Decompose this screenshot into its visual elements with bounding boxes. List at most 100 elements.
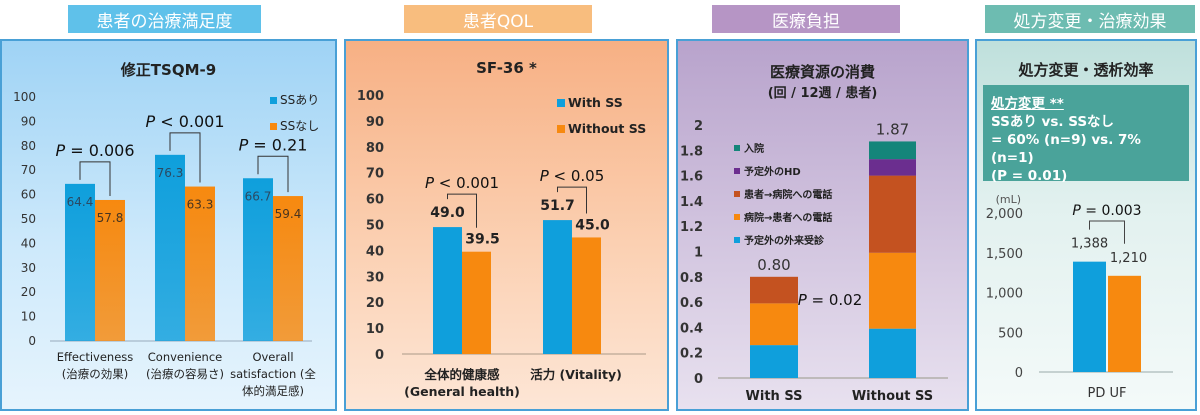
y-tick-label: 1 bbox=[694, 246, 703, 261]
header-satisfaction: 患者の治療満足度 bbox=[68, 5, 261, 33]
y-tick-label: 100 bbox=[357, 89, 384, 104]
p-value-annotation: P = 0.21 bbox=[239, 135, 308, 154]
legend-label: 予定外のHD bbox=[744, 165, 801, 178]
legend-label: 予定外の外来受診 bbox=[744, 234, 825, 247]
legend-swatch bbox=[734, 214, 740, 220]
p-value-annotation: P = 0.02 bbox=[798, 291, 863, 309]
legend-swatch bbox=[734, 191, 740, 197]
significance-bracket bbox=[447, 193, 477, 228]
p-value-annotation: P = 0.003 bbox=[1072, 203, 1141, 219]
category-label: Convenience bbox=[148, 350, 222, 364]
note-line: (P = 0.01) bbox=[991, 168, 1068, 184]
y-tick-label: 30 bbox=[366, 270, 384, 285]
significance-bracket bbox=[557, 186, 587, 214]
tsqm-chart: 0 10 20 30 40 50 60 70 80 90 100 64.457.8 P = 0.006 E… bbox=[13, 90, 319, 398]
data-label: 64.4 bbox=[67, 195, 94, 209]
y-tick-label: 0.2 bbox=[680, 347, 703, 362]
y-tick-label: 100 bbox=[13, 90, 36, 104]
panel-sf36: SF-36 * 0 10 20 30 40 50 60 70 80 90 100 49.0 39.5 P … bbox=[344, 39, 669, 411]
bar-ss-nashi bbox=[185, 186, 215, 341]
legend-swatch bbox=[270, 123, 277, 130]
header-burden: 医療負担 bbox=[712, 5, 900, 33]
data-label: 66.7 bbox=[245, 189, 272, 203]
panel-tsqm: 修正TSQM-9 0 10 20 30 40 50 60 70 80 90 100 64.4 57.8 P… bbox=[0, 39, 337, 411]
y-tick-label: 1.4 bbox=[680, 195, 703, 210]
legend-swatch bbox=[557, 99, 565, 107]
unit-label: (mL) bbox=[996, 193, 1021, 206]
legend-swatch bbox=[270, 97, 277, 104]
stack-segment bbox=[869, 141, 916, 160]
note-line: = 60% (n=9) vs. 7% (n=1) bbox=[991, 132, 1141, 166]
y-tick-label: 1.2 bbox=[680, 220, 703, 235]
prescription-note: 処方変更 ** SSあり vs. SSなし = 60% (n=9) vs. 7%… bbox=[983, 85, 1189, 184]
y-tick-label: 40 bbox=[21, 236, 36, 250]
y-tick-label: 1,000 bbox=[986, 287, 1023, 302]
legend-swatch bbox=[557, 125, 565, 133]
data-label: 51.7 bbox=[540, 198, 575, 214]
stack-segment bbox=[869, 328, 916, 378]
bar-without-ss bbox=[462, 251, 491, 354]
data-label: 76.3 bbox=[157, 166, 184, 180]
data-label: 49.0 bbox=[430, 205, 465, 221]
legend-swatch bbox=[734, 237, 740, 243]
category-label: (治療の効果) bbox=[62, 367, 128, 381]
y-tick-label: 0 bbox=[375, 348, 384, 363]
y-tick-label: 90 bbox=[21, 114, 36, 128]
y-tick-label: 1.6 bbox=[680, 170, 703, 185]
total-label: 0.80 bbox=[757, 256, 790, 274]
y-tick-label: 0.6 bbox=[680, 296, 703, 311]
p-value-annotation: P < 0.001 bbox=[425, 174, 499, 192]
category-label: satisfaction (全 bbox=[230, 367, 316, 381]
y-tick-label: 60 bbox=[21, 188, 36, 202]
y-tick-label: 50 bbox=[366, 219, 384, 234]
bar-ss-ari bbox=[1073, 261, 1106, 372]
y-tick-label: 40 bbox=[366, 244, 384, 259]
legend-label: 入院 bbox=[744, 142, 764, 155]
significance-bracket bbox=[257, 155, 289, 193]
chart-title: 処方変更・透析効率 bbox=[1018, 61, 1154, 79]
bar-ss-ari bbox=[65, 183, 95, 341]
category-label: With SS bbox=[746, 389, 803, 404]
y-tick-label: 2,000 bbox=[986, 207, 1023, 222]
category-label: 全体的健康感 bbox=[423, 367, 500, 382]
y-tick-label: 500 bbox=[998, 326, 1023, 341]
chart-title: 医療資源の消費 bbox=[769, 63, 875, 81]
bar-ss-nashi bbox=[273, 196, 303, 341]
p-value-annotation: P < 0.001 bbox=[145, 112, 224, 131]
legend-label: 患者→病院への電話 bbox=[744, 188, 832, 201]
bar-ss-ari bbox=[243, 178, 273, 341]
y-tick-label: 80 bbox=[366, 141, 384, 156]
bar-ss-nashi bbox=[1108, 275, 1141, 372]
header-outcomes: 処方変更・治療効果 bbox=[985, 5, 1195, 33]
panel-pduf: 処方変更・透析効率 処方変更 ** SSあり vs. SSなし = 60% (n… bbox=[975, 39, 1197, 411]
chart-title: SF-36 * bbox=[476, 59, 537, 77]
legend-label: SSあり bbox=[280, 93, 319, 107]
significance-bracket bbox=[1089, 220, 1125, 244]
stack-segment bbox=[750, 345, 798, 378]
stack-segment bbox=[750, 303, 798, 346]
data-label: 1,388 bbox=[1071, 237, 1108, 252]
y-tick-label: 1,500 bbox=[986, 247, 1023, 262]
category-label: 活力 (Vitality) bbox=[530, 367, 622, 382]
y-tick-label: 70 bbox=[21, 163, 36, 177]
y-tick-label: 1.8 bbox=[680, 144, 703, 159]
category-label: Overall bbox=[252, 350, 293, 364]
bar-ss-nashi bbox=[95, 199, 125, 341]
significance-bracket bbox=[79, 161, 111, 196]
category-label: (General health) bbox=[404, 384, 520, 399]
resources-chart: 0 0.2 0.4 0.6 0.8 1 1.2 1.4 1.6 1.8 2 0.80 With SS 1.… bbox=[680, 119, 948, 404]
y-tick-label: 0 bbox=[1015, 366, 1023, 381]
legend-swatch bbox=[734, 145, 740, 151]
category-label: Effectiveness bbox=[57, 350, 134, 364]
y-tick-label: 0 bbox=[694, 372, 703, 387]
panel-resources: 医療資源の消費 (回 / 12週 / 患者) 0 0.2 0.4 0.6 0.8 1 1.2… bbox=[676, 39, 969, 411]
category-label: 体的満足感) bbox=[242, 384, 304, 398]
chart-subtitle: (回 / 12週 / 患者) bbox=[767, 86, 878, 101]
stack-segment bbox=[750, 276, 798, 304]
y-tick-label: 80 bbox=[21, 139, 36, 153]
category-label: PD UF bbox=[1088, 386, 1127, 401]
bar-with-ss bbox=[543, 220, 572, 354]
data-label: 59.4 bbox=[275, 207, 302, 221]
y-tick-label: 70 bbox=[366, 167, 384, 182]
